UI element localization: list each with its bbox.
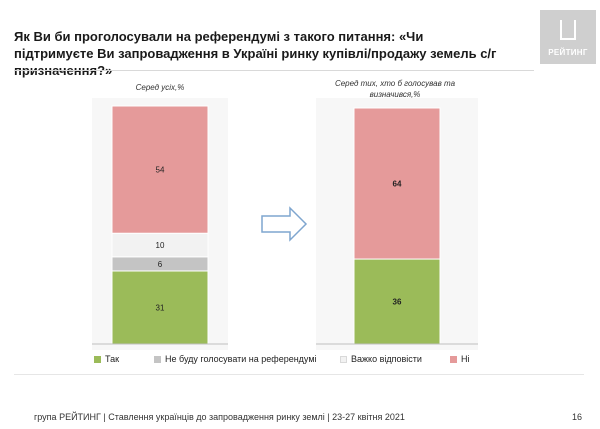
bar-segment-no	[111, 105, 209, 234]
bar-segment-yes	[353, 258, 441, 345]
bar-segment-yes	[111, 270, 209, 345]
legend-label-wont-vote: Не буду голосувати на референдумі	[165, 354, 317, 364]
legend-item-no: Ні	[450, 354, 470, 364]
legend-swatch-wont-vote	[154, 356, 161, 363]
header-divider	[14, 70, 534, 71]
panel-2-subtitle: Серед тих, хто б голосував та визначився…	[334, 79, 456, 99]
panel-1-bars: 31 6 10 54	[111, 105, 209, 345]
legend-swatch-yes	[94, 356, 101, 363]
brand-logo: РЕЙТИНГ	[540, 10, 596, 64]
legend-label-yes: Так	[105, 354, 120, 364]
logo-mark-icon	[560, 20, 576, 40]
panel-2-bars: 36 64	[353, 107, 441, 345]
logo-text: РЕЙТИНГ	[548, 48, 588, 57]
panel-1-subtitle: Серед усіх,%	[135, 83, 185, 92]
legend-item-yes: Так	[94, 354, 119, 364]
legend-label-no: Ні	[461, 354, 470, 364]
chart-title: Як Ви би проголосували на референдумі з …	[14, 29, 497, 78]
data-label-yes: 36	[393, 298, 402, 307]
legend-swatch-no	[450, 356, 457, 363]
data-label-hard_to_say: 10	[156, 241, 165, 250]
footer-source: група РЕЙТИНГ | Ставлення українців до з…	[34, 412, 405, 422]
page-number: 16	[572, 412, 583, 422]
legend-label-hard-to-say: Важко відповісти	[351, 354, 422, 364]
bar-segment-no	[353, 107, 441, 260]
footer-divider	[14, 374, 584, 375]
data-label-yes: 31	[156, 303, 165, 312]
data-label-no: 54	[156, 166, 165, 175]
data-label-wont_vote: 6	[158, 260, 163, 269]
legend-item-wont-vote: Не буду голосувати на референдумі	[154, 354, 317, 364]
right-arrow-icon	[261, 206, 308, 242]
data-label-no: 64	[393, 180, 402, 189]
legend-item-hard-to-say: Важко відповісти	[340, 354, 422, 364]
legend-swatch-hard-to-say	[340, 356, 347, 363]
